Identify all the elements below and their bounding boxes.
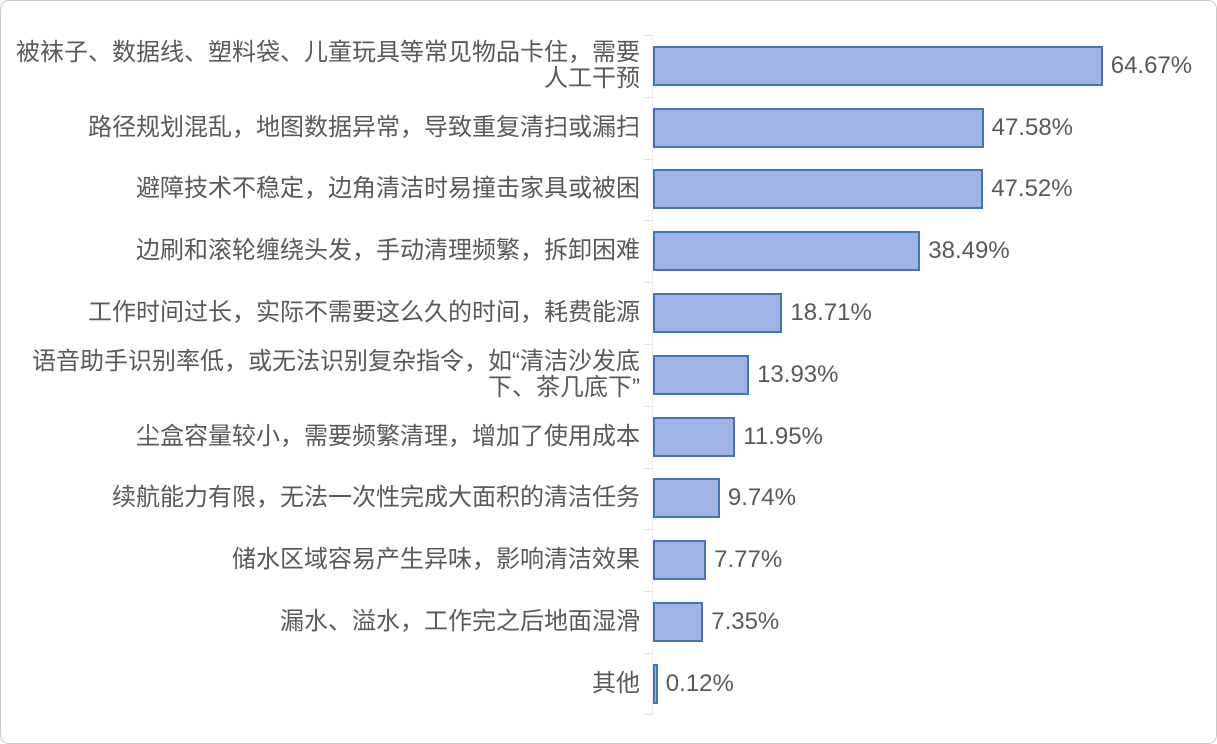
bar-track: 11.95% — [653, 406, 1214, 468]
bar — [653, 602, 704, 643]
chart-rows: 被袜子、数据线、塑料袋、儿童玩具等常见物品卡住，需要人工干预 64.67% 路径… — [1, 35, 1214, 715]
chart-row: 路径规划混乱，地图数据异常，导致重复清扫或漏扫 47.58% — [1, 97, 1214, 159]
chart-row: 尘盒容量较小，需要频繁清理，增加了使用成本 11.95% — [1, 406, 1214, 468]
bar — [653, 231, 921, 272]
value-label: 47.58% — [991, 113, 1074, 141]
category-label: 避障技术不稳定，边角清洁时易撞击家具或被困 — [136, 175, 640, 203]
bar-track: 0.12% — [653, 653, 1214, 715]
value-label: 7.77% — [714, 546, 783, 574]
bar-track: 64.67% — [653, 35, 1214, 97]
chart-row: 工作时间过长，实际不需要这么久的时间，耗费能源 18.71% — [1, 282, 1214, 344]
category-label: 漏水、溢水，工作完之后地面湿滑 — [280, 608, 640, 636]
chart-row: 续航能力有限，无法一次性完成大面积的清洁任务 9.74% — [1, 468, 1214, 530]
value-label: 9.74% — [727, 484, 796, 512]
chart-row: 避障技术不稳定，边角清洁时易撞击家具或被困 47.52% — [1, 159, 1214, 221]
category-label: 其他 — [592, 669, 640, 697]
bar — [653, 663, 658, 704]
bar — [653, 478, 720, 519]
bar — [653, 169, 984, 210]
bar — [653, 107, 984, 148]
category-label: 语音助手识别率低，或无法识别复杂指令，如“清洁沙发底下、茶几底下” — [32, 347, 640, 401]
value-label: 47.52% — [991, 175, 1073, 203]
bar — [653, 354, 750, 395]
bar-track: 9.74% — [653, 468, 1214, 530]
value-label: 0.12% — [665, 669, 734, 697]
category-label: 边刷和滚轮缠绕头发，手动清理频繁，拆卸困难 — [136, 237, 640, 265]
bar-track: 18.71% — [653, 282, 1214, 344]
bar — [653, 416, 736, 457]
bar-track: 38.49% — [653, 220, 1214, 282]
category-label: 储水区域容易产生异味，影响清洁效果 — [232, 546, 640, 574]
value-label: 7.35% — [711, 608, 780, 636]
chart-row: 储水区域容易产生异味，影响清洁效果 7.77% — [1, 529, 1214, 591]
value-label: 18.71% — [790, 299, 872, 327]
bar-track: 47.58% — [653, 97, 1214, 159]
bar — [653, 45, 1103, 86]
category-label: 被袜子、数据线、塑料袋、儿童玩具等常见物品卡住，需要人工干预 — [16, 38, 640, 92]
bar-track: 7.35% — [653, 591, 1214, 653]
bar-track: 47.52% — [653, 159, 1214, 221]
bar-track: 13.93% — [653, 344, 1214, 406]
chart-row: 其他 0.12% — [1, 653, 1214, 715]
category-label: 尘盒容量较小，需要频繁清理，增加了使用成本 — [136, 422, 640, 450]
chart-row: 漏水、溢水，工作完之后地面湿滑 7.35% — [1, 591, 1214, 653]
bar — [653, 540, 707, 581]
chart-row: 边刷和滚轮缠绕头发，手动清理频繁，拆卸困难 38.49% — [1, 220, 1214, 282]
value-label: 11.95% — [743, 422, 823, 450]
category-label: 续航能力有限，无法一次性完成大面积的清洁任务 — [112, 484, 640, 512]
category-label: 路径规划混乱，地图数据异常，导致重复清扫或漏扫 — [88, 113, 640, 141]
bar-track: 7.77% — [653, 529, 1214, 591]
value-label: 38.49% — [928, 237, 1010, 265]
value-label: 13.93% — [757, 360, 839, 388]
chart-row: 被袜子、数据线、塑料袋、儿童玩具等常见物品卡住，需要人工干预 64.67% — [1, 35, 1214, 97]
bar — [653, 293, 783, 334]
category-label: 工作时间过长，实际不需要这么久的时间，耗费能源 — [88, 299, 640, 327]
chart-row: 语音助手识别率低，或无法识别复杂指令，如“清洁沙发底下、茶几底下” 13.93% — [1, 344, 1214, 406]
value-label: 64.67% — [1110, 51, 1193, 79]
